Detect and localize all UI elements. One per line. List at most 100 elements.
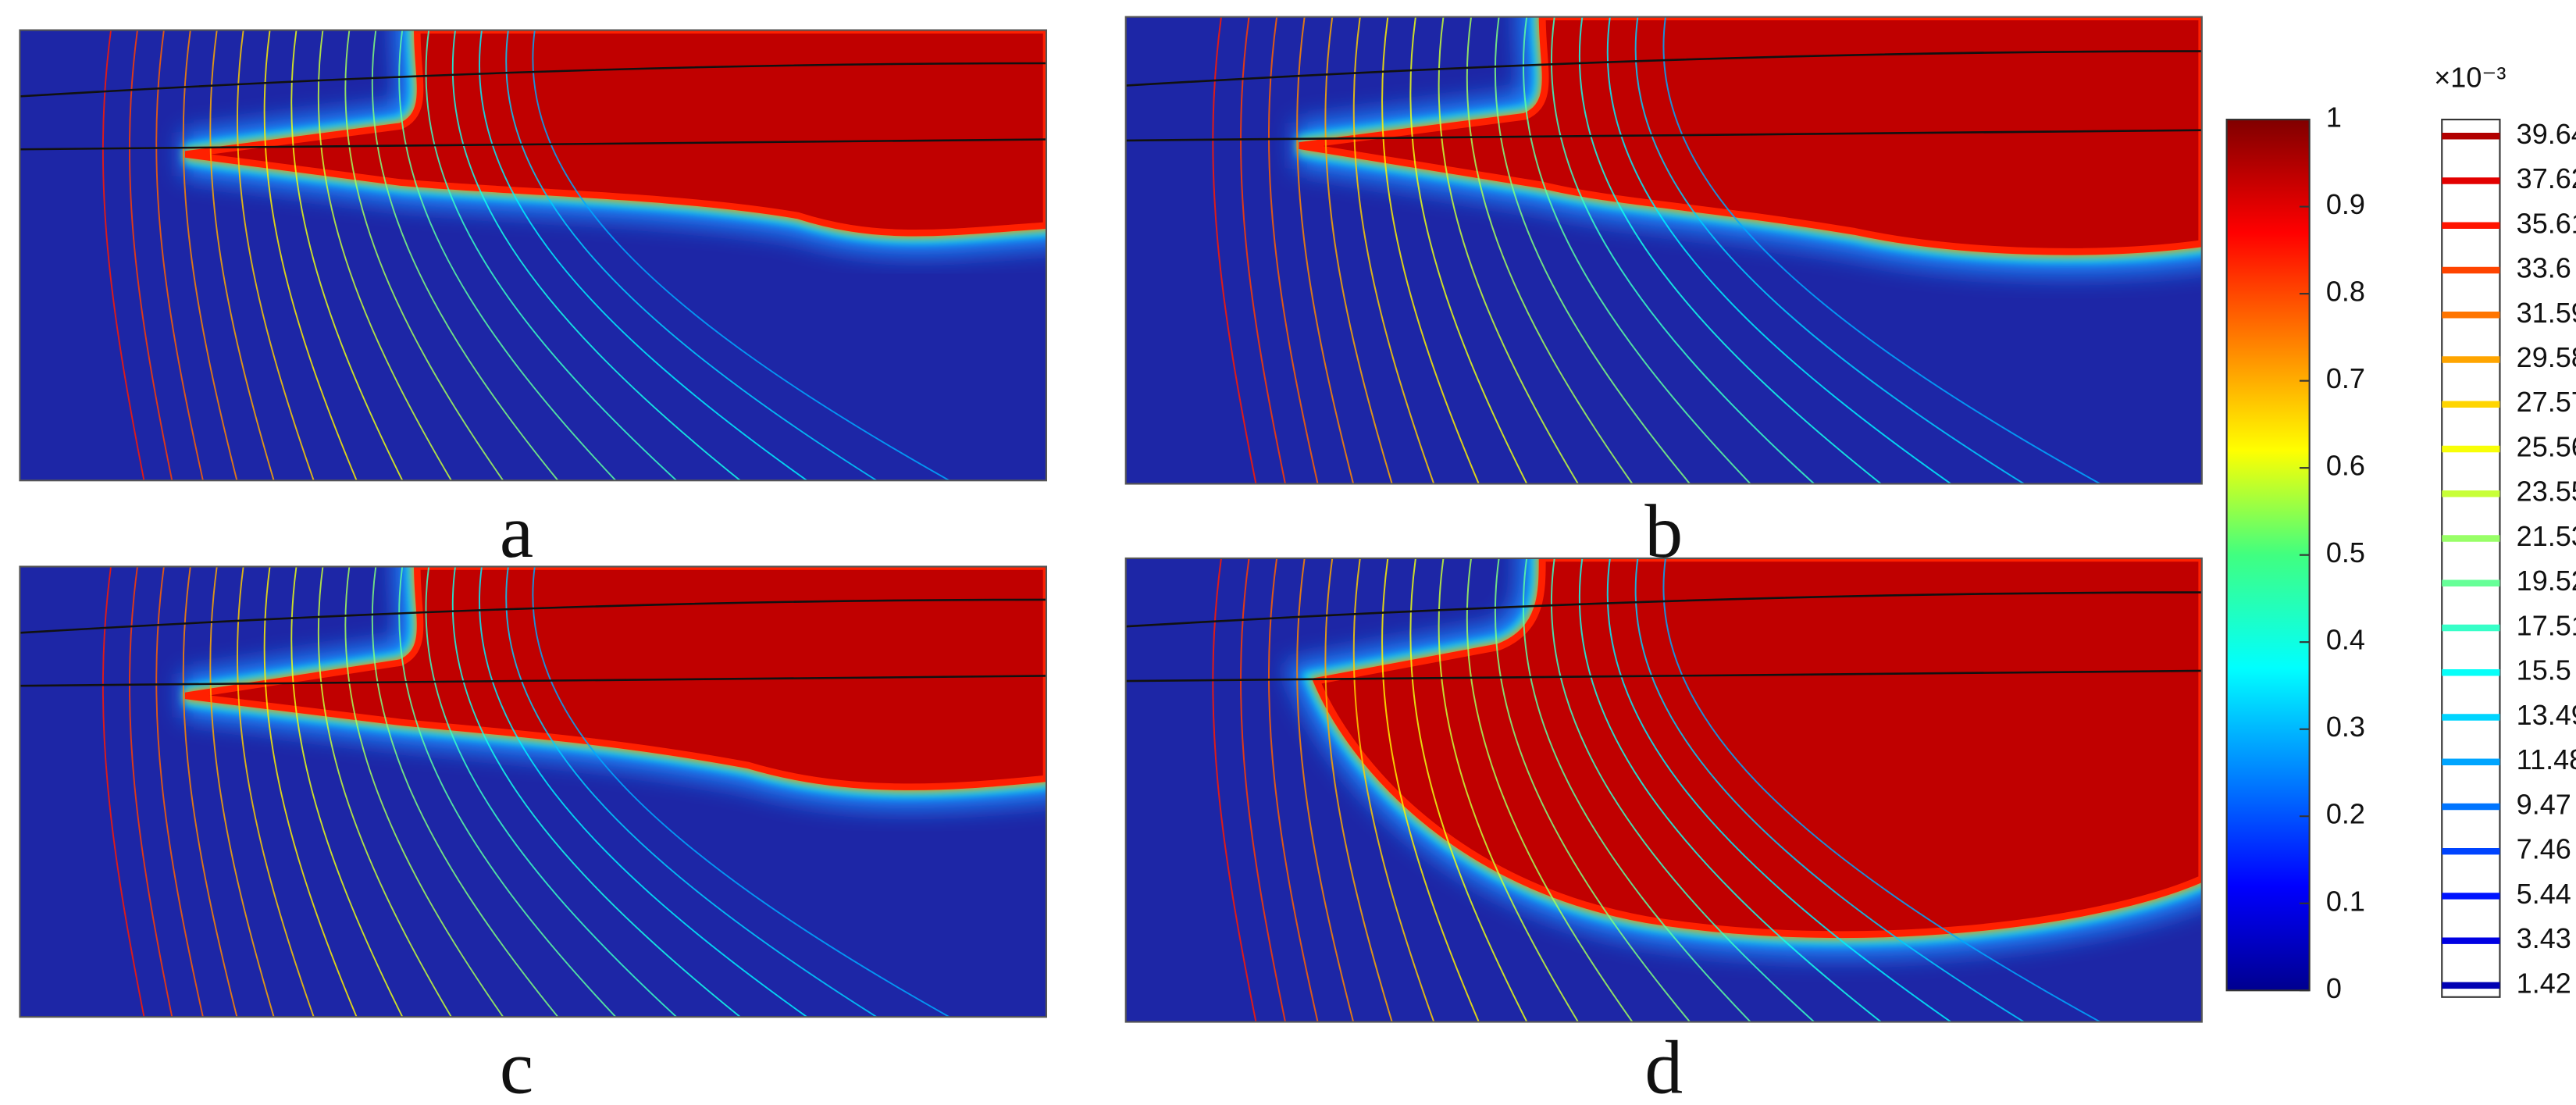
contour-line — [532, 30, 950, 481]
contour-line — [1578, 558, 1882, 1022]
panel-frame — [19, 565, 1048, 1018]
contour-line — [371, 30, 559, 481]
panel-2 — [20, 566, 1046, 1018]
contour-line — [1550, 558, 1815, 1022]
contour-level-label: 21.53 — [2517, 520, 2576, 552]
contour-line — [237, 30, 315, 481]
contour-line — [1550, 16, 1815, 484]
panel-0 — [20, 30, 1046, 481]
contour-line — [129, 30, 173, 481]
layer-boundary — [20, 62, 1046, 98]
contour-line — [1522, 16, 1751, 484]
contour-level-label: 5.44 — [2517, 878, 2571, 910]
contour-line — [1466, 558, 1634, 1022]
colorbar-tick-label: 1 — [2326, 102, 2342, 134]
contour-line — [1662, 558, 2101, 1022]
colorbar-tick-label: 0.8 — [2326, 276, 2365, 308]
contour-line — [209, 30, 275, 481]
panel-1 — [1125, 16, 2202, 484]
colorbar-tick-label: 0.7 — [2326, 362, 2365, 394]
panel-frame — [1124, 557, 2203, 1023]
contour-line — [209, 566, 275, 1018]
contour-level-label: 23.55 — [2517, 476, 2576, 508]
colorbar-tick-label: 0.3 — [2326, 711, 2365, 743]
contour-line — [1606, 558, 1952, 1022]
contour-line — [1578, 16, 1882, 484]
contour-level-label: 1.42 — [2517, 967, 2571, 999]
contour-line — [290, 30, 404, 481]
contour-level-label: 13.49 — [2517, 699, 2576, 731]
contour-line — [1522, 558, 1751, 1022]
contour-line — [129, 566, 173, 1018]
colorbar-tick-label: 0.2 — [2326, 798, 2365, 830]
contour-line — [155, 30, 204, 481]
contour-level-label: 27.57 — [2517, 386, 2576, 418]
contour-line — [451, 30, 741, 481]
contour-line — [505, 30, 878, 481]
contour-line — [1240, 16, 1286, 484]
contour-line — [1296, 558, 1355, 1022]
colorbar-tick-label: 0.6 — [2326, 450, 2365, 482]
damage-core — [184, 30, 1046, 237]
colorbar-tick-label: 0.5 — [2326, 536, 2365, 569]
contour-line — [1324, 16, 1393, 484]
contour-line — [1409, 558, 1528, 1022]
contour-level-label: 15.5 — [2517, 654, 2571, 686]
contour-line — [1438, 558, 1579, 1022]
contour-line — [371, 566, 559, 1018]
colorbar-tick-label: 0.1 — [2326, 885, 2365, 917]
contour-line — [1352, 16, 1435, 484]
contour-line — [479, 566, 807, 1018]
contour-level-label: 7.46 — [2517, 833, 2571, 865]
colorbar-tick-label: 0 — [2326, 972, 2342, 1004]
contour-line — [1324, 558, 1393, 1022]
contour-level-label: 37.62 — [2517, 162, 2576, 194]
contour-line — [1268, 16, 1319, 484]
contour-line — [182, 30, 238, 481]
contour-line — [182, 566, 238, 1018]
contour-line — [425, 566, 677, 1018]
contour-level-label: 39.64 — [2517, 118, 2576, 150]
contour-level-label: 33.6 — [2517, 252, 2571, 284]
damage-core — [184, 566, 1046, 790]
contour-line — [1662, 16, 2101, 484]
colorbar-tick-label: 0.4 — [2326, 624, 2365, 656]
layer-boundary — [1125, 50, 2202, 87]
contour-line — [237, 566, 315, 1018]
contour-line — [1634, 16, 2025, 484]
contour-line — [1352, 558, 1435, 1022]
contour-line — [451, 566, 741, 1018]
contour-line — [1268, 558, 1319, 1022]
contour-line — [263, 30, 358, 481]
contour-line — [532, 566, 950, 1018]
panel-3 — [1125, 558, 2202, 1022]
contour-level-label: 9.47 — [2517, 788, 2571, 820]
contour-line — [1240, 558, 1286, 1022]
layer-boundary — [1125, 591, 2202, 628]
contour-line — [479, 30, 807, 481]
contour-line — [398, 566, 617, 1018]
panel-frame — [1124, 16, 2203, 485]
layer-boundary — [20, 598, 1046, 634]
colorbar — [2225, 119, 2311, 992]
panel-label: d — [1644, 1026, 1683, 1105]
contour-line — [155, 566, 204, 1018]
contour-line — [317, 30, 452, 481]
contour-line — [1466, 16, 1634, 484]
contour-level-label: 35.61 — [2517, 207, 2576, 239]
contour-line — [1296, 16, 1355, 484]
contour-line — [263, 566, 358, 1018]
contour-line — [1381, 558, 1480, 1022]
contour-line — [398, 30, 617, 481]
contour-line — [1438, 16, 1579, 484]
contour-line — [505, 566, 878, 1018]
contour-legend-box — [2441, 119, 2501, 998]
contour-level-label: 19.52 — [2517, 565, 2576, 597]
panel-label: a — [500, 490, 533, 574]
contour-line — [344, 30, 504, 481]
contour-line — [1494, 16, 1691, 484]
panel-label: c — [500, 1026, 533, 1105]
contour-line — [1606, 16, 1952, 484]
contour-line — [425, 30, 677, 481]
